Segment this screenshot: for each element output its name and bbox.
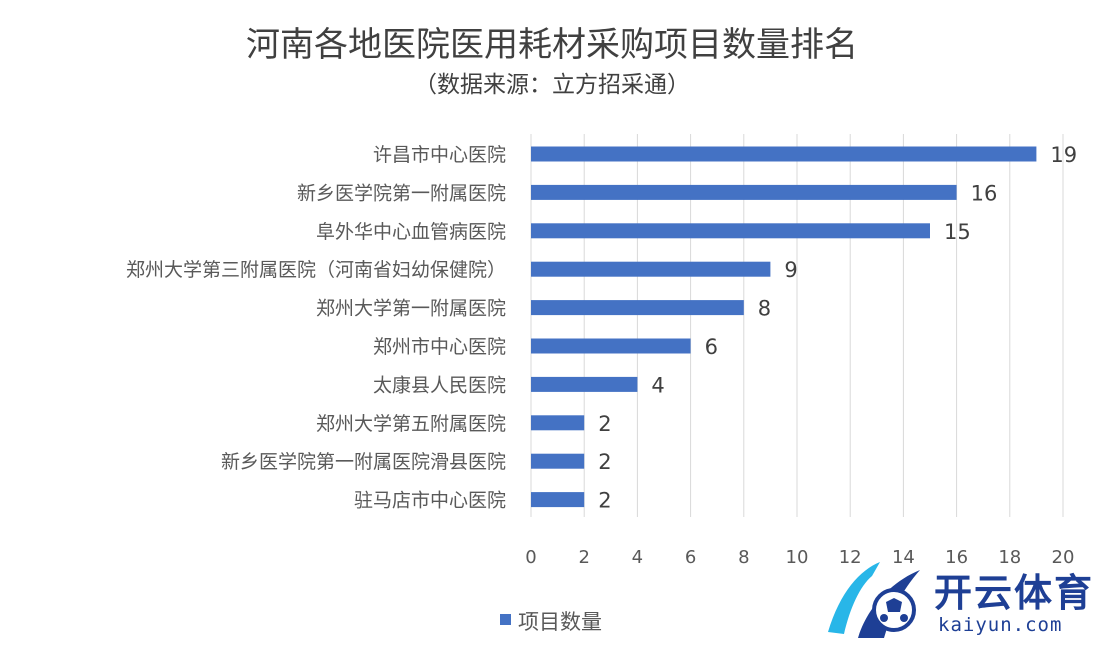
legend-label: 项目数量 [518, 610, 602, 634]
x-tick-label: 6 [685, 547, 696, 568]
category-label: 阜外华中心血管病医院 [316, 221, 506, 243]
category-label: 许昌市中心医院 [373, 144, 506, 166]
category-label: 郑州市中心医院 [373, 336, 506, 358]
x-tick-label: 12 [839, 547, 862, 568]
bar [531, 415, 585, 431]
x-tick-label: 8 [738, 547, 749, 568]
x-tick-label: 4 [632, 547, 643, 568]
bar [531, 300, 744, 316]
chart-title: 河南各地医院医用耗材采购项目数量排名 [246, 25, 858, 65]
bar [531, 453, 585, 469]
bar [531, 146, 1037, 162]
category-label: 新乡医学院第一附属医院滑县医院 [221, 451, 506, 473]
bar [531, 376, 638, 392]
data-label: 2 [598, 412, 611, 436]
category-label: 郑州大学第三附属医院（河南省妇幼保健院） [126, 259, 506, 281]
x-tick-label: 10 [786, 547, 809, 568]
data-label: 15 [944, 220, 971, 244]
kaiyun-logo-icon [828, 562, 920, 638]
x-tick-label: 0 [525, 547, 536, 568]
watermark-text-en: kaiyun.com [938, 614, 1063, 636]
x-tick-label: 20 [1052, 547, 1075, 568]
x-tick-labels: 0 2 4 6 8 10 12 14 16 18 20 [525, 547, 1074, 568]
category-label: 郑州大学第一附属医院 [316, 298, 506, 320]
bar [531, 261, 771, 277]
x-tick-label: 16 [945, 547, 968, 568]
data-label: 6 [705, 335, 718, 359]
data-label: 2 [598, 489, 611, 513]
category-label: 郑州大学第五附属医院 [316, 413, 506, 435]
category-label: 新乡医学院第一附属医院 [297, 182, 506, 204]
legend-swatch [500, 614, 511, 625]
category-labels: 许昌市中心医院新乡医学院第一附属医院阜外华中心血管病医院郑州大学第三附属医院（河… [126, 144, 506, 512]
data-label: 8 [758, 297, 771, 321]
x-tick-label: 14 [892, 547, 915, 568]
x-tick-label: 2 [578, 547, 589, 568]
chart-subtitle: （数据来源：立方招采通） [414, 72, 690, 98]
data-label: 2 [598, 450, 611, 474]
legend: 项目数量 [500, 610, 602, 634]
bar [531, 184, 957, 200]
watermark-text-cn: 开云体育 [934, 571, 1095, 615]
data-label: 9 [784, 258, 797, 282]
data-label: 16 [971, 181, 998, 205]
bars [531, 146, 1037, 508]
category-label: 太康县人民医院 [373, 374, 506, 396]
watermark: 开云体育 kaiyun.com [820, 552, 1096, 652]
x-tick-label: 18 [998, 547, 1021, 568]
bar [531, 223, 930, 239]
bar [531, 492, 585, 508]
data-label: 4 [651, 373, 664, 397]
data-label: 19 [1050, 143, 1077, 167]
category-label: 驻马店市中心医院 [354, 490, 506, 512]
bar [531, 338, 691, 354]
